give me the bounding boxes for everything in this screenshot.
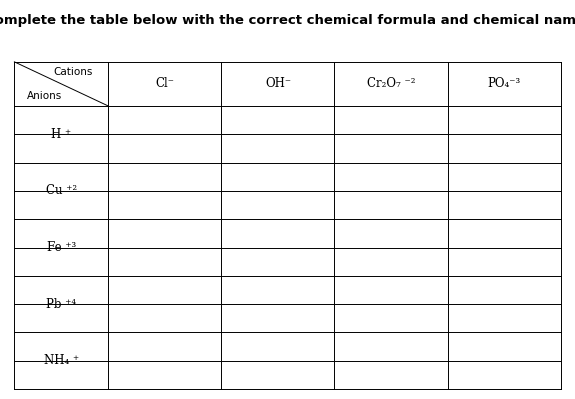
Text: Cu ⁺²: Cu ⁺² bbox=[46, 184, 77, 198]
Text: NH₄ ⁺: NH₄ ⁺ bbox=[44, 354, 79, 367]
Text: PO₄⁻³: PO₄⁻³ bbox=[488, 77, 521, 91]
Text: Cations: Cations bbox=[53, 67, 93, 77]
Text: Cl⁻: Cl⁻ bbox=[155, 77, 174, 91]
Text: Fe ⁺³: Fe ⁺³ bbox=[47, 241, 76, 254]
Text: Complete the table below with the correct chemical formula and chemical name.: Complete the table below with the correc… bbox=[0, 14, 575, 27]
Text: Cr₂O₇ ⁻²: Cr₂O₇ ⁻² bbox=[367, 77, 415, 91]
Text: H ⁺: H ⁺ bbox=[51, 128, 71, 141]
Text: Anions: Anions bbox=[27, 91, 62, 101]
Text: OH⁻: OH⁻ bbox=[265, 77, 291, 91]
Text: Pb ⁺⁴: Pb ⁺⁴ bbox=[47, 298, 76, 311]
